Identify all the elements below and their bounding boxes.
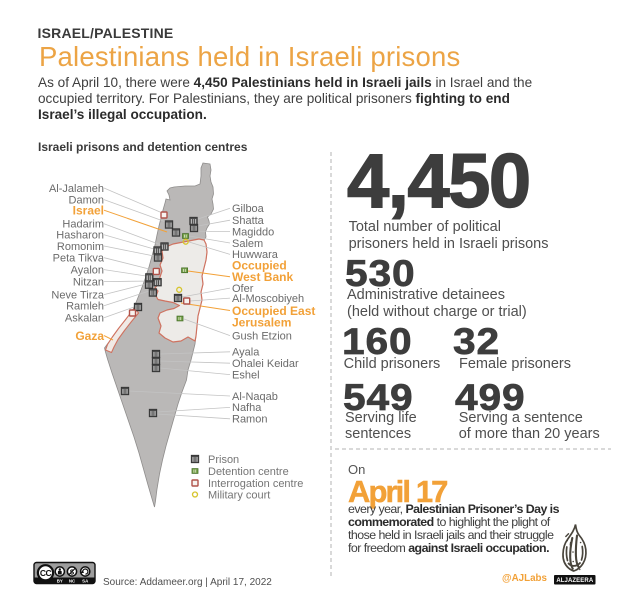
svg-text:Occupied East: Occupied East: [232, 304, 315, 318]
svg-text:Interrogation centre: Interrogation centre: [208, 478, 303, 490]
svg-text:Gaza: Gaza: [75, 329, 104, 343]
svg-text:NC: NC: [69, 579, 76, 584]
svg-text:Prison: Prison: [208, 454, 239, 466]
svg-text:Hadarim: Hadarim: [62, 219, 104, 231]
svg-text:Occupied: Occupied: [232, 259, 287, 273]
svg-text:Ramleh: Ramleh: [66, 301, 104, 313]
svg-text:Huwwara: Huwwara: [232, 249, 279, 261]
svg-text:Al-Moscobiyeh: Al-Moscobiyeh: [232, 293, 304, 305]
svg-text:Gush Etzion: Gush Etzion: [232, 330, 292, 342]
svg-text:Ramon: Ramon: [232, 414, 267, 426]
svg-text:Damon: Damon: [69, 194, 104, 206]
svg-text:Al-Jalameh: Al-Jalameh: [49, 183, 104, 195]
svg-text:Israel: Israel: [73, 203, 104, 217]
svg-text:Ofer: Ofer: [232, 283, 254, 295]
svg-text:Detention centre: Detention centre: [208, 466, 289, 478]
svg-text:SA: SA: [82, 579, 89, 584]
svg-text:Eshel: Eshel: [232, 369, 260, 381]
svg-text:BY: BY: [57, 579, 63, 584]
svg-text:Ayala: Ayala: [232, 347, 260, 359]
svg-text:Nitzan: Nitzan: [73, 276, 104, 288]
svg-text:Jerusalem: Jerusalem: [232, 316, 291, 330]
svg-text:ALJAZEERA: ALJAZEERA: [556, 578, 593, 584]
svg-text:Askalan: Askalan: [65, 313, 104, 325]
svg-text:Nafha: Nafha: [232, 402, 262, 414]
svg-text:Military court: Military court: [208, 489, 270, 501]
svg-text:Peta Tikva: Peta Tikva: [53, 253, 105, 265]
svg-text:Ayalon: Ayalon: [71, 264, 104, 276]
svg-text:Hasharon: Hasharon: [56, 230, 104, 242]
svg-text:West Bank: West Bank: [232, 270, 293, 284]
svg-text:Salem: Salem: [232, 238, 263, 250]
svg-text:Ohalei Keidar: Ohalei Keidar: [232, 358, 299, 370]
svg-text:Shatta: Shatta: [232, 215, 265, 227]
svg-text:Romonim: Romonim: [57, 241, 104, 253]
svg-text:Magiddo: Magiddo: [232, 226, 274, 238]
svg-text:Neve Tirza: Neve Tirza: [51, 289, 104, 301]
svg-text:Gilboa: Gilboa: [232, 203, 265, 215]
svg-text:CC: CC: [40, 568, 52, 578]
svg-text:Al-Naqab: Al-Naqab: [232, 391, 278, 403]
